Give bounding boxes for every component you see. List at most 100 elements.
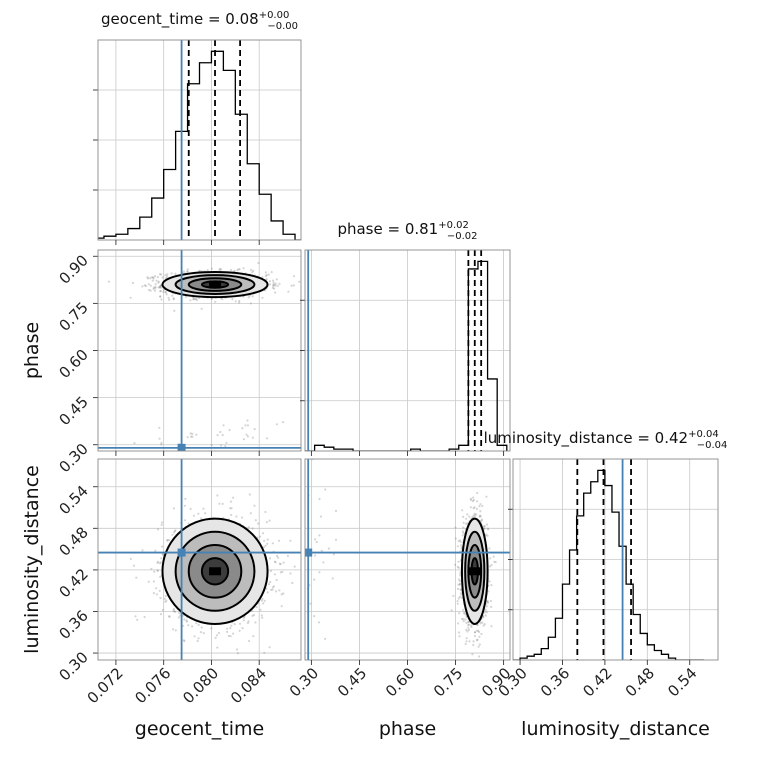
sample-point	[131, 281, 134, 285]
sample-point	[219, 268, 223, 271]
sample-point	[252, 269, 255, 272]
xtick-label: 0.54	[664, 664, 700, 700]
xtick-label: 0.60	[382, 664, 418, 700]
sample-point	[486, 600, 489, 603]
sample-point	[462, 521, 465, 524]
sample-point	[286, 554, 289, 558]
sample-point	[185, 619, 188, 622]
sample-point	[281, 570, 284, 573]
sample-point	[485, 523, 489, 526]
sample-point	[218, 268, 221, 272]
sample-point	[242, 267, 245, 270]
sample-point	[248, 639, 251, 643]
sample-point	[161, 545, 164, 548]
sample-point	[261, 616, 264, 619]
sample-point	[242, 438, 245, 441]
sample-point	[313, 578, 316, 581]
sample-point	[156, 528, 160, 531]
grid	[98, 40, 301, 240]
sample-point	[153, 570, 156, 573]
sample-point	[152, 276, 155, 279]
sample-point	[183, 640, 186, 643]
sample-point	[465, 517, 468, 520]
grid	[513, 459, 718, 660]
sample-point	[483, 623, 486, 626]
sample-point	[270, 588, 273, 591]
sample-point	[297, 554, 299, 556]
sample-point	[192, 298, 195, 301]
sample-point	[220, 444, 223, 447]
sample-point	[479, 510, 482, 513]
sample-point	[475, 507, 478, 510]
sample-point	[457, 578, 461, 581]
sample-point	[253, 504, 256, 507]
sample-point	[189, 299, 192, 302]
sample-point	[467, 623, 470, 627]
sample-point	[245, 433, 248, 436]
sample-point	[195, 622, 198, 625]
sample-point	[160, 521, 164, 524]
sample-point	[459, 540, 462, 544]
sample-point	[475, 629, 478, 632]
sample-point	[170, 272, 173, 275]
sample-point	[263, 539, 266, 542]
sample-point	[309, 513, 311, 515]
ytick-label: 0.30	[55, 648, 91, 684]
ylabel-luminosity_distance: luminosity_distance	[21, 465, 43, 654]
sample-point	[221, 298, 224, 301]
sample-point	[478, 643, 481, 646]
sample-point	[200, 517, 203, 520]
sample-point	[293, 565, 296, 568]
sample-point	[485, 495, 488, 498]
sample-point	[490, 605, 493, 609]
sample-point	[261, 532, 265, 535]
sample-point	[468, 515, 471, 518]
sample-point	[193, 635, 196, 638]
sample-point	[249, 512, 252, 515]
sample-point	[266, 542, 269, 545]
sample-point	[218, 502, 221, 505]
sample-point	[472, 507, 475, 510]
sample-point	[324, 637, 327, 640]
sample-point	[150, 276, 154, 279]
sample-point	[183, 504, 186, 507]
sample-point	[274, 561, 277, 564]
sample-point	[133, 442, 136, 445]
sample-point	[267, 583, 270, 586]
sample-point	[290, 284, 293, 287]
sample-point	[454, 563, 457, 566]
title-sub: −0.04	[697, 440, 728, 451]
sample-point	[226, 627, 229, 630]
sample-point	[469, 497, 472, 500]
sample-point	[172, 298, 175, 301]
panel-phase-luminosity_distance: 0.30 0.45 0.60 0.75 0.90	[286, 458, 514, 700]
sample-point	[183, 618, 186, 621]
ytick-label: 0.54	[55, 482, 91, 518]
sample-point	[485, 533, 488, 536]
sample-point	[478, 630, 481, 634]
sample-point	[450, 609, 453, 612]
sample-point	[186, 268, 189, 271]
sample-point	[234, 300, 237, 303]
sample-point	[460, 596, 463, 599]
sample-point	[331, 577, 334, 580]
sample-point	[192, 298, 195, 301]
sample-point	[238, 622, 242, 625]
sample-point	[197, 637, 200, 640]
xtick-label: 0.36	[537, 664, 573, 700]
sample-point	[271, 286, 274, 289]
sample-point	[272, 284, 275, 288]
title-sup: +0.04	[688, 429, 719, 440]
sample-point	[235, 515, 238, 518]
sample-point	[248, 493, 251, 496]
sample-point	[280, 593, 283, 596]
density-peak	[209, 280, 222, 289]
sample-point	[485, 611, 488, 614]
sample-point	[161, 553, 164, 556]
sample-point	[486, 527, 489, 530]
contour-3	[161, 270, 269, 299]
title-sup: +0.00	[259, 10, 290, 21]
sample-point	[279, 563, 282, 566]
sample-point	[151, 279, 154, 282]
sample-point	[332, 553, 335, 556]
